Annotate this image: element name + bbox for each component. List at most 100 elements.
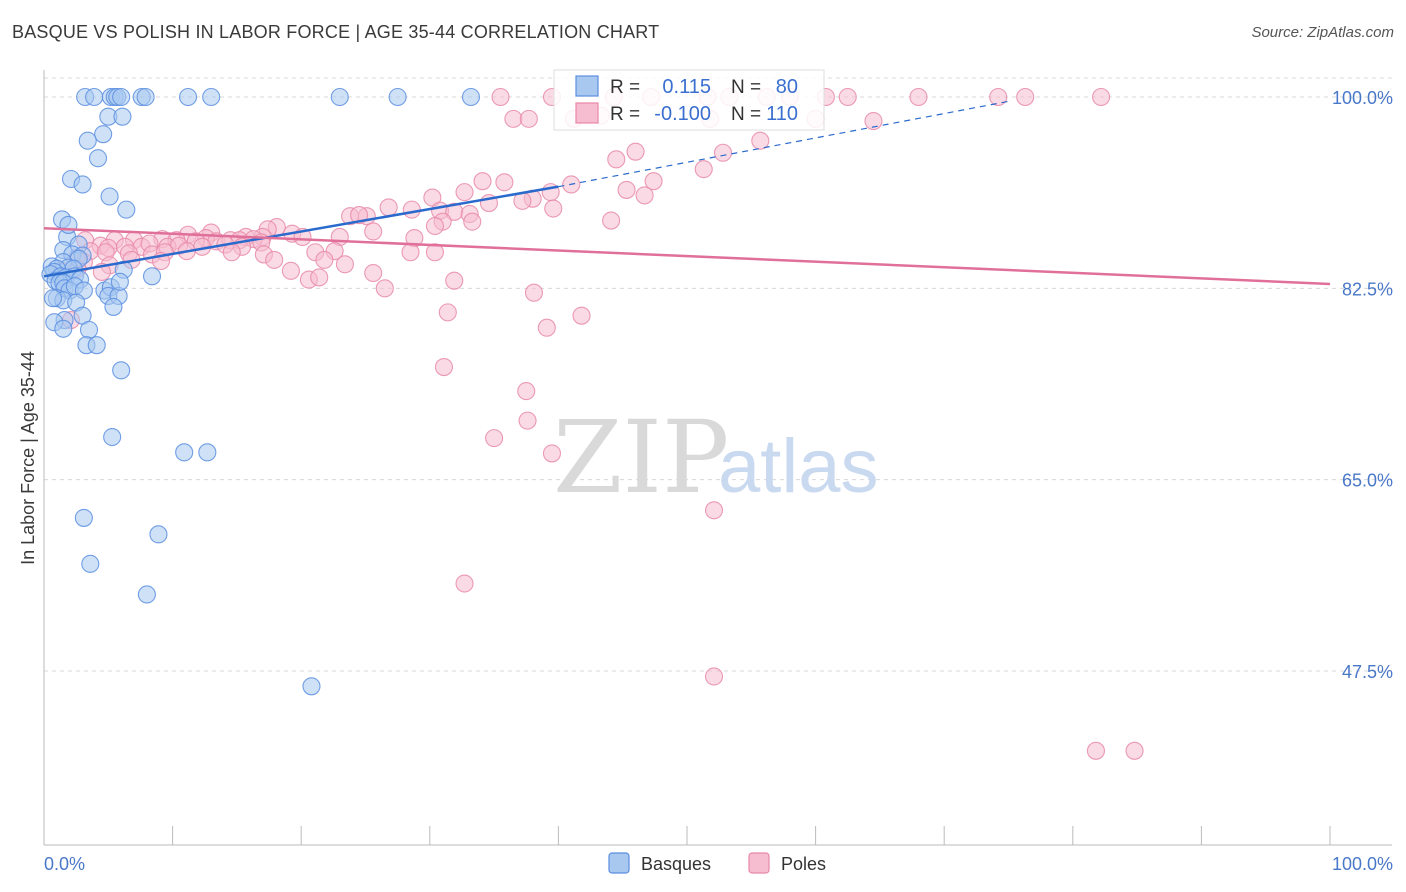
basque-point-75 <box>302 677 321 696</box>
basque-point-12 <box>461 87 481 107</box>
basque-point-14 <box>113 107 132 126</box>
poles-trend-line <box>43 226 1331 286</box>
basque-point-64 <box>79 320 99 339</box>
x-tick-label-0: 0.0% <box>44 854 85 874</box>
pole-point-26 <box>644 172 663 191</box>
pole-point-111 <box>445 271 464 290</box>
pole-point-27 <box>473 172 492 191</box>
basque-point-20 <box>100 187 119 206</box>
basque-point-52 <box>43 289 63 308</box>
basque-point-70 <box>198 443 217 462</box>
pole-point-0 <box>491 87 510 107</box>
legend-basques-r-value: 0.115 <box>662 76 711 98</box>
pole-point-124 <box>704 667 724 686</box>
pole-point-39 <box>379 198 398 217</box>
pole-point-53 <box>364 222 383 241</box>
pole-point-101 <box>315 250 334 269</box>
basques-points <box>41 87 481 696</box>
pole-point-14 <box>504 109 523 128</box>
basque-point-74 <box>137 585 156 604</box>
axes <box>43 70 1392 846</box>
bottom-legend-basques-label: Basques <box>641 854 711 874</box>
pole-point-117 <box>434 358 453 377</box>
bottom-legend: Basques Poles <box>608 852 826 874</box>
pole-point-20 <box>864 112 883 131</box>
basque-point-71 <box>74 508 93 527</box>
legend-box <box>553 69 825 131</box>
pole-point-49 <box>463 212 482 231</box>
pole-point-110 <box>364 263 383 283</box>
legend: R = 0.115 N = 80 R = -0.100 N = 110 <box>553 69 825 131</box>
source-label: Source: ZipAtlas.com <box>1251 24 1394 41</box>
pole-point-120 <box>485 429 504 448</box>
basque-point-5 <box>112 87 131 107</box>
pole-point-28 <box>495 173 514 192</box>
pole-point-30 <box>617 180 636 199</box>
basque-point-11 <box>388 87 407 107</box>
legend-poles-n-label: N = <box>731 104 761 125</box>
basque-point-7 <box>136 87 155 107</box>
basque-point-58 <box>110 272 129 291</box>
chart-title: BASQUE VS POLISH IN LABOR FORCE | AGE 35… <box>12 22 660 42</box>
basques-trend-solid <box>43 185 559 278</box>
y-tick-label-1: 65.0% <box>1342 471 1393 491</box>
legend-poles-n-value: 110 <box>766 103 798 125</box>
y-tick-labels: 47.5% 65.0% 82.5% 100.0% <box>1332 88 1393 682</box>
basque-point-8 <box>178 87 198 107</box>
basque-point-63 <box>54 319 73 338</box>
pole-point-15 <box>519 109 538 128</box>
watermark: ZIP atlas <box>553 399 879 516</box>
pole-point-94 <box>401 243 420 262</box>
basque-point-15 <box>94 125 113 144</box>
legend-poles-swatch <box>575 102 599 124</box>
basque-point-69 <box>175 443 194 462</box>
basque-point-10 <box>330 87 349 107</box>
pole-point-47 <box>602 211 621 230</box>
pole-point-10 <box>909 87 928 107</box>
pole-point-121 <box>542 444 562 463</box>
legend-basques-n-label: N = <box>731 77 761 98</box>
pole-point-113 <box>524 283 544 302</box>
legend-basques-swatch <box>575 75 599 97</box>
pole-point-25 <box>694 160 713 179</box>
pole-point-9 <box>838 87 857 107</box>
basque-point-67 <box>112 361 131 380</box>
pole-point-95 <box>425 243 444 262</box>
legend-basques-n-value: 80 <box>776 76 798 98</box>
x-tick-labels: 0.0% 100.0% <box>44 854 1393 874</box>
grid-lines <box>44 77 1392 672</box>
bottom-legend-basques-swatch <box>608 852 630 874</box>
y-tick-label-0: 47.5% <box>1342 662 1393 682</box>
pole-point-112 <box>375 279 394 298</box>
pole-point-123 <box>455 574 474 593</box>
pole-point-102 <box>335 255 354 274</box>
pole-point-115 <box>572 306 591 325</box>
pole-point-24 <box>607 150 626 169</box>
pole-point-46 <box>350 206 369 225</box>
basque-point-73 <box>81 554 100 573</box>
basque-point-19 <box>73 175 92 194</box>
pole-point-21 <box>751 131 770 150</box>
pole-point-12 <box>1016 87 1035 107</box>
basque-point-66 <box>87 336 106 355</box>
pole-point-118 <box>517 382 536 401</box>
pole-point-107 <box>281 261 300 280</box>
x-tick-label-1: 100.0% <box>1332 854 1393 874</box>
basque-point-72 <box>149 525 168 544</box>
pole-point-32 <box>455 183 474 202</box>
pole-point-11 <box>989 87 1008 107</box>
pole-point-40 <box>402 200 421 219</box>
pole-point-125 <box>1086 741 1105 760</box>
legend-poles-r-label: R = <box>610 104 640 125</box>
pole-point-50 <box>425 216 444 236</box>
basque-point-57 <box>142 267 162 286</box>
pole-point-22 <box>626 142 645 161</box>
pole-point-119 <box>518 411 537 430</box>
basque-point-17 <box>88 149 108 168</box>
trend-lines <box>43 100 1331 286</box>
pole-point-100 <box>265 250 284 269</box>
legend-basques-r-label: R = <box>610 77 640 98</box>
pole-point-126 <box>1125 741 1144 760</box>
basque-point-59 <box>104 297 123 316</box>
